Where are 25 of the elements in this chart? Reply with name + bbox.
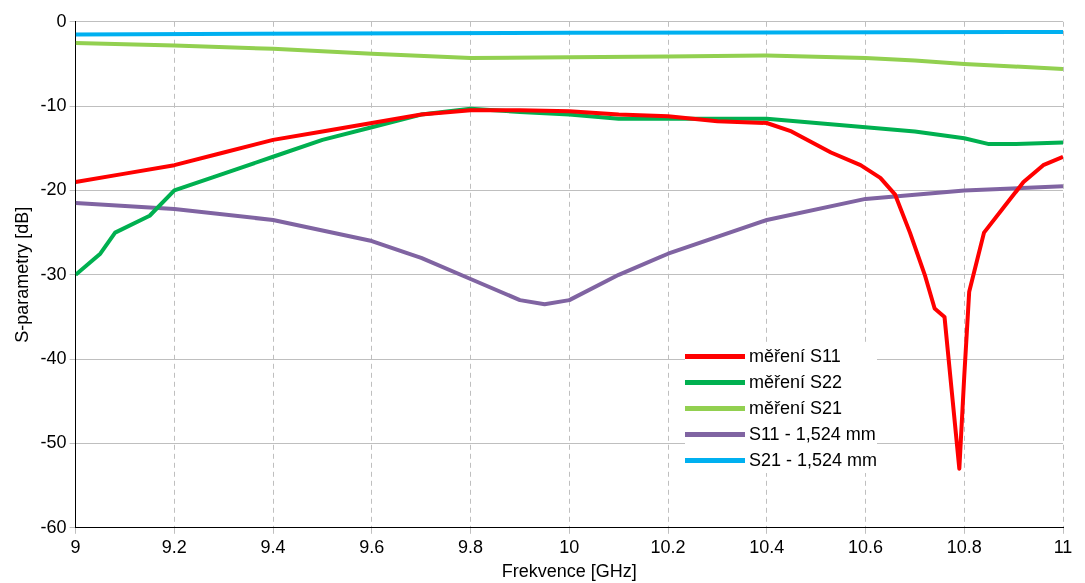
x-tick-label: 10.2 — [650, 536, 686, 557]
legend-label: měření S22 — [748, 371, 842, 394]
x-tick-label: 9 — [70, 536, 81, 557]
x-tick-label: 9.4 — [260, 536, 286, 557]
legend-label: měření S11 — [748, 345, 841, 368]
y-axis-title: S-parametry [dB] — [11, 206, 32, 343]
legend-label: S21 - 1,524 mm — [748, 449, 877, 472]
x-tick-label: 11 — [1053, 536, 1073, 557]
x-tick-label: 9.8 — [458, 536, 484, 557]
x-axis-title: Frekvence [GHz] — [501, 561, 637, 582]
x-tick-label: 9.6 — [359, 536, 385, 557]
legend-label: S11 - 1,524 mm — [748, 423, 876, 446]
y-tick-label: -10 — [40, 95, 67, 116]
x-tick-label: 10 — [559, 536, 580, 557]
x-tick-label: 9.2 — [161, 536, 187, 557]
y-tick-label: -30 — [40, 263, 67, 284]
x-tick-label: 10.4 — [749, 536, 785, 557]
y-tick-label: -20 — [40, 179, 67, 200]
x-tick-label: 10.6 — [848, 536, 884, 557]
y-tick-label: -40 — [40, 348, 67, 369]
x-tick-label: 10.8 — [946, 536, 982, 557]
y-tick-label: -50 — [40, 432, 67, 453]
legend-label: měření S21 — [748, 397, 842, 420]
y-tick-label: -60 — [40, 516, 67, 537]
y-tick-label: 0 — [56, 10, 67, 31]
